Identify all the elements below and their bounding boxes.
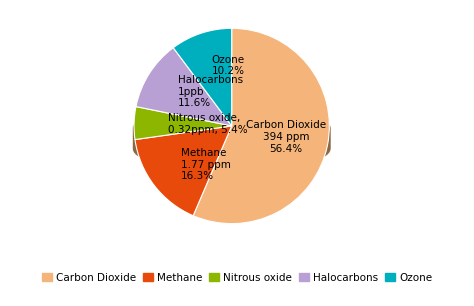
Ellipse shape [134, 116, 330, 159]
Wedge shape [134, 106, 232, 140]
Ellipse shape [134, 114, 330, 157]
Legend: Carbon Dioxide, Methane, Nitrous oxide, Halocarbons, Ozone: Carbon Dioxide, Methane, Nitrous oxide, … [40, 271, 434, 285]
Ellipse shape [134, 118, 330, 161]
Ellipse shape [134, 110, 330, 153]
Text: Ozone
10.2%: Ozone 10.2% [211, 55, 245, 76]
Ellipse shape [134, 106, 330, 149]
Wedge shape [136, 48, 232, 126]
Text: Halocarbons
1ppb
11.6%: Halocarbons 1ppb 11.6% [178, 75, 243, 109]
Wedge shape [173, 28, 232, 126]
Ellipse shape [134, 112, 330, 155]
Text: Nitrous oxide,
0.32ppm, 5.4%: Nitrous oxide, 0.32ppm, 5.4% [168, 113, 247, 135]
Ellipse shape [134, 127, 330, 170]
Wedge shape [135, 126, 232, 216]
Wedge shape [193, 28, 329, 224]
Text: Carbon Dioxide
394 ppm
56.4%: Carbon Dioxide 394 ppm 56.4% [246, 121, 326, 154]
Ellipse shape [134, 120, 330, 163]
Text: Methane
1.77 ppm
16.3%: Methane 1.77 ppm 16.3% [181, 148, 231, 181]
Ellipse shape [134, 121, 330, 165]
Ellipse shape [134, 125, 330, 169]
Ellipse shape [134, 123, 330, 167]
Ellipse shape [134, 108, 330, 151]
